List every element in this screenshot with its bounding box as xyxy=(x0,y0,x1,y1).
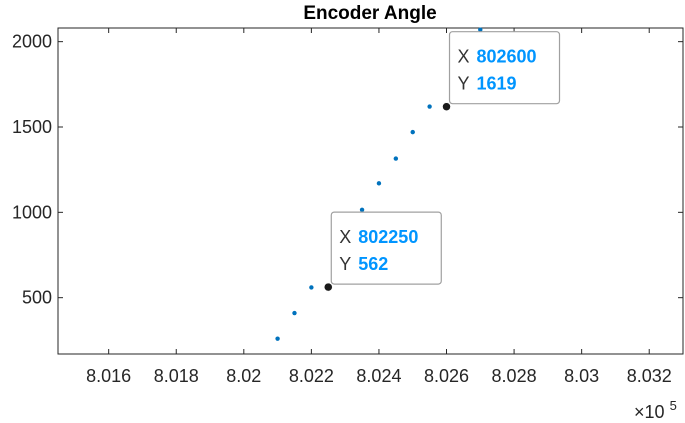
x-tick-label: 8.026 xyxy=(424,366,469,386)
x-tick-label: 8.032 xyxy=(627,366,672,386)
data-point[interactable] xyxy=(376,181,382,186)
x-exponent-power: 5 xyxy=(670,398,677,413)
datatip-x-key: X xyxy=(458,47,470,67)
x-exponent-base: ×10 xyxy=(634,402,665,422)
datatip-y-key: Y xyxy=(458,74,470,94)
y-tick-label: 2000 xyxy=(12,32,52,52)
y-tick-label: 500 xyxy=(22,288,52,308)
datatip-box[interactable] xyxy=(330,211,442,285)
datatip-x-key: X xyxy=(339,227,351,247)
data-point[interactable] xyxy=(309,285,314,290)
x-exponent-label: ×10 5 xyxy=(634,398,677,422)
plot-area[interactable]: 8.016 8.018 8.02 8.022 8.024 8.026 8.028 8.03 8.… xyxy=(12,27,684,386)
x-tick-label: 8.016 xyxy=(86,366,131,386)
y-tick-label: 1500 xyxy=(12,117,52,137)
chart-title: Encoder Angle xyxy=(303,3,436,24)
x-tick-label: 8.024 xyxy=(356,366,401,386)
data-point[interactable] xyxy=(410,129,415,135)
data-point[interactable] xyxy=(359,207,365,212)
x-tick-label: 8.022 xyxy=(289,366,334,386)
axes-box xyxy=(57,27,684,355)
datatip-y-value: 562 xyxy=(358,254,388,274)
x-tick-label: 8.018 xyxy=(154,366,199,386)
x-tick-label: 8.028 xyxy=(492,366,537,386)
datatip-marker[interactable] xyxy=(442,102,451,111)
datatip-x-value: 802250 xyxy=(358,227,418,247)
datatip-box[interactable] xyxy=(448,31,561,105)
y-tick-label: 1000 xyxy=(12,202,52,222)
data-point[interactable] xyxy=(292,310,297,316)
datatip-x-value: 802600 xyxy=(477,47,537,67)
datatip-marker[interactable] xyxy=(324,282,333,292)
data-point[interactable] xyxy=(427,104,432,109)
data-point[interactable] xyxy=(275,336,280,341)
datatip-y-key: Y xyxy=(339,254,351,274)
data-point[interactable] xyxy=(393,156,399,161)
x-tick-label: 8.03 xyxy=(564,366,599,386)
data-point[interactable] xyxy=(478,27,483,32)
x-tick-label: 8.02 xyxy=(226,366,261,386)
datatip-y-value: 1619 xyxy=(477,74,517,94)
